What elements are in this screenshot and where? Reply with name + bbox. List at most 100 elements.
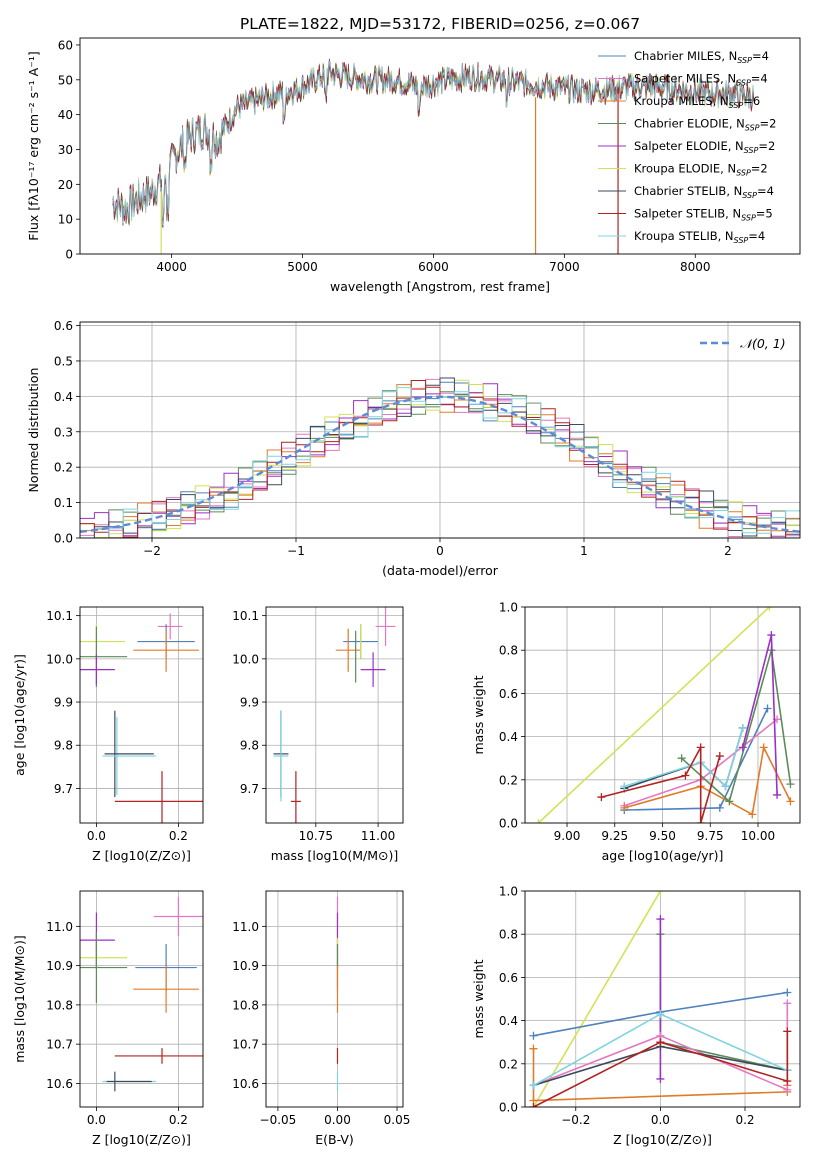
y-tick-label: 0.6 — [499, 971, 518, 985]
weight-line-kroupa_elodie — [537, 607, 770, 823]
weight-marker-salpeter_stelib — [681, 771, 690, 780]
data-layer — [534, 607, 795, 823]
x-tick-label: 7000 — [549, 260, 580, 274]
weight-marker-salpeter_stelib — [529, 1103, 538, 1107]
x-tick-label: 0.2 — [735, 1113, 754, 1127]
x-tick-label: 4000 — [156, 260, 187, 274]
weight-marker-chabrier_miles — [783, 988, 792, 997]
weight-marker-kroupa_elodie — [765, 607, 774, 611]
axes-frame — [79, 890, 204, 1108]
weight-line-kroupa_stelib — [624, 727, 744, 788]
weight-marker-kroupa_stelib — [620, 782, 629, 791]
x-tick-label: −2 — [143, 544, 161, 558]
y-tick-label: 0.3 — [54, 425, 73, 439]
x-axis-label: mass [log10(M/M⊙)] — [271, 848, 399, 863]
y-tick-label: 10.1 — [46, 609, 73, 623]
legend-label: Chabrier ELODIE, NSSP=2 — [634, 117, 776, 133]
weight-marker-salpeter_elodie — [656, 1074, 665, 1083]
y-tick-label: 60 — [58, 38, 73, 52]
y-tick-label: 10.0 — [46, 652, 73, 666]
y-tick-label: 9.8 — [54, 739, 73, 753]
y-tick-label: 0.8 — [499, 644, 518, 658]
x-axis-label: E(B-V) — [315, 1132, 354, 1147]
axes-frame — [265, 606, 404, 824]
data-layer — [80, 377, 800, 538]
legend-label: Salpeter ELODIE, NSSP=2 — [634, 139, 775, 155]
weight-marker-chabrier_miles — [763, 704, 772, 713]
weight-marker-kroupa_miles — [759, 743, 768, 752]
weight-marker-kroupa_elodie — [656, 891, 665, 895]
axes-frame — [265, 890, 404, 1108]
x-axis-label: Z [log10(Z/Z⊙)] — [613, 1132, 712, 1147]
legend-label: Kroupa STELIB, NSSP=4 — [634, 229, 765, 245]
y-axis-label: Flux [fλ10⁻¹⁷ erg cm⁻² s⁻¹ A⁻¹] — [26, 51, 41, 240]
weight-marker-salpeter_stelib — [783, 1027, 792, 1036]
histogram-steps-salpeter_miles — [80, 378, 800, 538]
x-axis-label: (data-model)/error — [382, 563, 499, 578]
weight-marker-chabrier_elodie — [725, 797, 734, 806]
y-tick-label: 11.0 — [232, 920, 259, 934]
x-tick-label: 9.00 — [554, 829, 581, 843]
y-tick-label: 1.0 — [499, 601, 518, 615]
y-tick-label: 20 — [58, 178, 73, 192]
y-tick-label: 10.0 — [232, 652, 259, 666]
weight-marker-salpeter_stelib — [696, 743, 705, 752]
data-layer — [112, 58, 755, 254]
legend-label-normal: 𝒩(0, 1) — [740, 336, 786, 351]
x-tick-label: 2 — [724, 544, 732, 558]
weight-marker-chabrier_miles — [715, 803, 724, 812]
weight-marker-chabrier_elodie — [786, 780, 795, 789]
x-tick-label: 0.0 — [87, 1113, 106, 1127]
y-tick-label: 10.6 — [46, 1077, 73, 1091]
legend-label: Kroupa MILES, NSSP=6 — [634, 94, 760, 110]
weight-marker-kroupa_elodie — [534, 819, 543, 823]
x-tick-label: 9.75 — [697, 829, 724, 843]
plot-weight_vs_Z: −0.2 0.0 0.2 0.0 0.2 0.4 0.6 0.8 1.0 Z [log10(Z/Z… — [471, 885, 801, 1147]
axes-frame — [524, 890, 801, 1108]
y-tick-label: 30 — [58, 143, 73, 157]
axes-frame — [79, 37, 801, 255]
x-tick-label: 11.00 — [361, 829, 395, 843]
x-axis-label: Z [log10(Z/Z⊙)] — [92, 1132, 191, 1147]
grid — [525, 606, 800, 824]
figure-title: PLATE=1822, MJD=53172, FIBERID=0256, z=0… — [240, 15, 640, 33]
x-axis-label: age [log10(age/yr)] — [602, 848, 724, 863]
y-tick-label: 10.1 — [232, 609, 259, 623]
grid — [80, 891, 203, 1107]
grid — [266, 607, 403, 823]
x-tick-label: 5000 — [287, 260, 318, 274]
y-tick-label: 10.7 — [232, 1038, 259, 1052]
x-axis-label: Z [log10(Z/Z⊙)] — [92, 848, 191, 863]
histogram-steps-chabrier_stelib — [80, 377, 800, 538]
weight-line-chabrier_miles — [624, 708, 769, 811]
x-tick-label: 9.25 — [601, 829, 628, 843]
weight-line-salpeter_stelib — [601, 747, 721, 823]
y-tick-label: 9.9 — [54, 696, 73, 710]
y-axis-label: mass weight — [471, 959, 486, 1038]
y-tick-label: 9.9 — [240, 696, 259, 710]
plot-residuals: −2 −1 0 1 2 0.0 0.1 0.2 0.3 0.4 0.5 0.6 (data-model)… — [26, 319, 801, 578]
x-tick-label: 1 — [580, 544, 588, 558]
weight-marker-kroupa_stelib — [529, 1081, 538, 1090]
y-tick-label: 0.8 — [499, 928, 518, 942]
legend-label: Kroupa ELODIE, NSSP=2 — [634, 162, 768, 178]
weight-marker-salpeter_stelib — [715, 752, 724, 761]
weight-line-kroupa_elodie — [532, 891, 662, 1107]
y-tick-label: 0.0 — [54, 532, 73, 546]
normal-curve — [80, 395, 800, 533]
weight-marker-chabrier_miles — [529, 1031, 538, 1040]
legend-label: Chabrier STELIB, NSSP=4 — [634, 184, 774, 200]
x-tick-label: 9.50 — [649, 829, 676, 843]
y-tick-label: 0.4 — [499, 1014, 518, 1028]
y-axis-label: mass [log10(M/M⊙)] — [12, 935, 27, 1063]
data-layer — [80, 896, 203, 1092]
y-tick-label: 9.7 — [240, 782, 259, 796]
weight-marker-salpeter_stelib — [656, 1038, 665, 1047]
grid — [80, 607, 203, 823]
weight-marker-kroupa_stelib — [738, 723, 747, 732]
y-tick-label: 0.6 — [54, 319, 73, 333]
plot-mass_vs_ebv: −0.05 0.00 0.05 10.6 10.7 10.8 10.9 11.0 E(B-V) — [232, 890, 410, 1147]
weight-line-salpeter_stelib — [533, 1031, 789, 1107]
y-tick-label: 0 — [65, 248, 73, 262]
x-tick-label: 10.00 — [741, 829, 775, 843]
